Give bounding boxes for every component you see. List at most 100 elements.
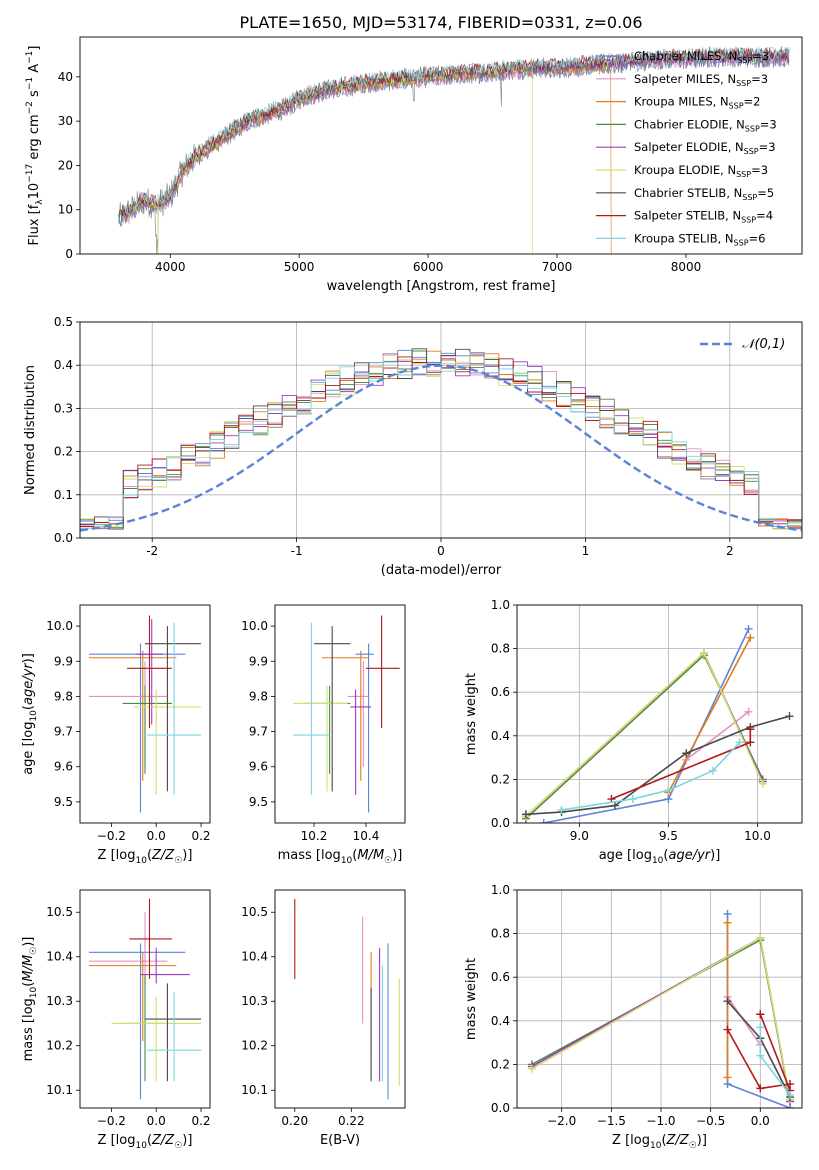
y-tick-label: 10.3 <box>46 994 73 1008</box>
x-axis-label: Z [log10(Z/Z☉)] <box>98 1133 193 1151</box>
marker-point <box>723 997 732 1006</box>
x-tick-label: −0.5 <box>696 1114 725 1128</box>
series-krou_stelib <box>557 738 744 814</box>
y-axis-label: mass [log10(M/M☉)] <box>21 937 39 1062</box>
y-tick-label: 0.2 <box>54 445 73 459</box>
axes-frame <box>516 889 803 1109</box>
x-axis-label: wavelength [Angstrom, rest frame] <box>327 279 556 294</box>
legend-label: Chabrier ELODIE, NSSP=3 <box>634 117 777 133</box>
marker-point <box>708 766 717 775</box>
panel-mass_vs_ebv: 0.20 0.22 10.1 10.2 10.3 10.4 10.5 E(B-V) <box>241 889 406 1148</box>
y-tick-label: 10.4 <box>241 950 268 964</box>
x-tick-label: 2 <box>726 544 734 558</box>
errorbar-chab_miles <box>88 943 186 1100</box>
errorbar-krou_miles <box>88 650 177 781</box>
y-axis-label: mass weight <box>464 673 479 755</box>
marker-point <box>744 624 753 633</box>
axes-frame <box>274 604 406 824</box>
y-tick-label: 10.5 <box>46 905 73 919</box>
errorbar-salp_stelib <box>366 615 400 729</box>
y-axis-label: age [log10(age/yr)] <box>21 653 39 775</box>
y-tick-label: 0.4 <box>54 358 73 372</box>
x-tick-label: 9.5 <box>659 829 678 843</box>
y-tick-label: 0.6 <box>491 970 510 984</box>
errorbar-salp_elodie <box>350 689 372 795</box>
axes-frame <box>79 36 803 255</box>
y-tick-label: 9.9 <box>54 654 73 668</box>
marker-point <box>723 909 732 918</box>
x-axis-label: E(B-V) <box>320 1133 360 1148</box>
plot-area <box>80 348 802 532</box>
y-tick-label: 0.0 <box>491 1101 510 1115</box>
legend-label: 𝒩(0,1) <box>742 337 785 352</box>
y-tick-label: 10.0 <box>241 619 268 633</box>
marker-point <box>610 801 619 810</box>
x-tick-label: −0.2 <box>97 829 126 843</box>
axes-frame <box>79 321 803 539</box>
y-tick-label: 10.0 <box>46 619 73 633</box>
y-tick-label: 10.5 <box>241 905 268 919</box>
y-tick-label: 0.4 <box>491 1014 510 1028</box>
y-tick-label: 10.2 <box>241 1039 268 1053</box>
marker-point <box>756 1023 765 1032</box>
marker-point <box>756 1051 765 1060</box>
marker-point <box>723 1073 732 1082</box>
y-tick-label: 0.3 <box>54 401 73 415</box>
x-tick-label: 0.2 <box>191 1114 210 1128</box>
axes-frame <box>79 889 211 1109</box>
axes-frame <box>79 604 211 824</box>
y-tick-label: 9.6 <box>54 760 73 774</box>
marker-point <box>682 749 691 758</box>
marker-point <box>786 1090 795 1099</box>
legend-label: Kroupa STELIB, NSSP=6 <box>634 231 765 247</box>
x-tick-label: 10.4 <box>353 829 380 843</box>
x-axis-label: Z [log10(Z/Z☉)] <box>612 1133 707 1151</box>
marker-point <box>785 712 794 721</box>
y-axis-label: mass weight <box>464 958 479 1040</box>
plot-background <box>275 890 405 1108</box>
x-axis-label: age [log10(age/yr)] <box>599 848 721 866</box>
marker-point <box>746 633 755 642</box>
x-tick-label: −1.5 <box>597 1114 626 1128</box>
errorbar-salp_stelib <box>129 898 172 979</box>
legend-label: Chabrier STELIB, NSSP=5 <box>634 186 774 202</box>
y-tick-label: 0.0 <box>491 816 510 830</box>
histogram-krou_miles <box>80 350 802 529</box>
histogram-krou_stelib <box>80 352 802 529</box>
axes-frame <box>274 889 406 1109</box>
plot-background <box>275 605 405 823</box>
x-axis-label: mass [log10(M/M☉)] <box>278 848 403 866</box>
panel-mass_weight_vs_Z: −2.0 −1.5 −1.0 −0.5 0.0 0.0 0.2 0.4 0.6 0.8 1.0 Z [… <box>464 883 803 1151</box>
errorbar-salp_miles <box>347 661 369 767</box>
y-tick-label: 20 <box>58 158 73 172</box>
errorbar-krou_miles <box>321 650 369 781</box>
legend-label: Salpeter STELIB, NSSP=4 <box>634 209 773 225</box>
series-salp_stelib <box>756 1010 795 1095</box>
plot-background <box>517 605 802 823</box>
y-tick-label: 0 <box>65 247 73 261</box>
y-tick-label: 0.1 <box>54 488 73 502</box>
y-tick-label: 10.1 <box>241 1083 268 1097</box>
marker-point <box>756 1010 765 1019</box>
x-tick-label: 0.0 <box>147 1114 166 1128</box>
axes-frame <box>516 604 803 824</box>
plot-area <box>118 46 790 254</box>
legend-label: Kroupa MILES, NSSP=2 <box>634 95 760 111</box>
plot-area <box>88 615 202 813</box>
y-tick-label: 0.6 <box>491 685 510 699</box>
legend-label: Kroupa ELODIE, NSSP=3 <box>634 163 768 179</box>
panel-spectrum: 4000 5000 6000 7000 8000 0 10 20 30 40 wavelength … <box>25 36 803 294</box>
y-tick-label: 0.8 <box>491 642 510 656</box>
plot-area <box>294 898 400 1100</box>
marker-point <box>756 933 765 942</box>
y-tick-label: 0.4 <box>491 729 510 743</box>
panel-residuals: -2 -1 0 1 2 0.0 0.1 0.2 0.3 0.4 0.5 (data-model)/er… <box>23 315 803 578</box>
legend-label: Salpeter MILES, NSSP=3 <box>634 72 768 88</box>
y-tick-label: 10 <box>58 203 73 217</box>
x-axis-label: (data-model)/error <box>381 563 502 578</box>
plot-area <box>88 898 202 1100</box>
marker-point <box>527 1064 536 1073</box>
y-tick-label: 10.2 <box>46 1039 73 1053</box>
y-tick-label: 9.8 <box>54 689 73 703</box>
